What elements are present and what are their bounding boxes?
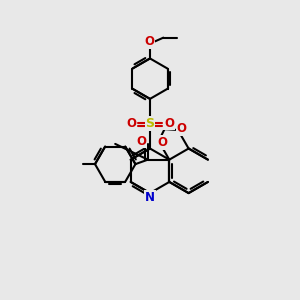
Text: O: O [158, 136, 167, 149]
Text: O: O [144, 35, 154, 48]
Text: N: N [145, 191, 155, 204]
Text: O: O [177, 122, 187, 135]
Text: S: S [146, 117, 154, 130]
Text: O: O [136, 135, 146, 148]
Text: O: O [126, 117, 136, 130]
Text: O: O [164, 117, 174, 130]
